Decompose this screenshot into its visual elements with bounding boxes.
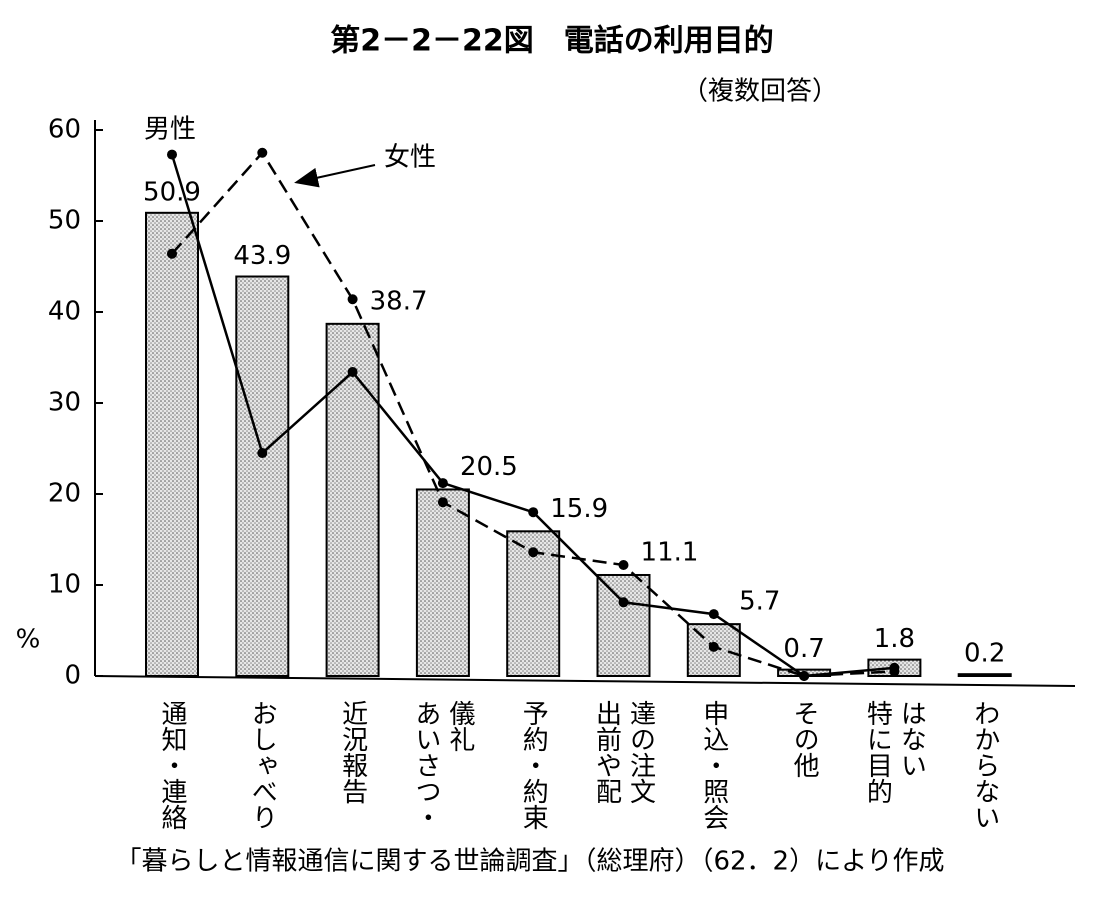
chart-subtitle: （複数回答）	[682, 77, 838, 107]
value-label: 11.1	[641, 537, 699, 567]
line-point	[437, 478, 448, 489]
line-point	[347, 294, 358, 305]
line-point	[528, 547, 539, 558]
line-point	[528, 507, 539, 518]
line-point	[437, 497, 448, 508]
y-tick-label: 40	[48, 297, 81, 327]
legend-arrow	[294, 164, 376, 188]
value-label: 1.8	[874, 624, 915, 654]
bar	[596, 573, 651, 677]
line-point	[889, 666, 900, 677]
line-point	[167, 149, 177, 160]
x-tick-label: その他	[789, 700, 819, 778]
bar	[415, 488, 470, 678]
x-tick-label: 近況報告	[338, 700, 368, 804]
x-tick-label: 出前や配	[592, 700, 622, 804]
source-note: 「暮らしと情報通信に関する世論調査」（総理府）（62．2）により作成	[115, 847, 944, 877]
x-tick-label: 申込・照会	[699, 700, 729, 830]
y-tick-label: 30	[48, 388, 81, 418]
x-tick-label: あいさつ・	[411, 700, 441, 830]
line-point	[347, 367, 358, 378]
x-tick-label: 特に目的	[862, 700, 892, 804]
value-label: 20.5	[460, 452, 518, 482]
y-axis-label: %	[16, 625, 41, 655]
line-point	[799, 671, 810, 681]
y-tick-label: 10	[48, 570, 81, 600]
x-tick-label: 通知・連絡	[157, 700, 187, 830]
bar	[235, 275, 290, 677]
x-tick-label: はない	[896, 700, 926, 778]
x-tick-label: 予約・約束	[518, 700, 548, 830]
line-point	[708, 641, 719, 652]
value-label: 50.9	[143, 177, 201, 207]
line-point	[708, 609, 719, 620]
legend-label: 男性	[144, 115, 196, 145]
value-label: 0.7	[783, 634, 824, 664]
line-point	[257, 147, 268, 158]
y-tick-label: 20	[48, 479, 81, 509]
x-tick-label: 達の注文	[626, 700, 656, 804]
value-label: 43.9	[233, 241, 291, 271]
line-point	[167, 248, 177, 259]
bar	[325, 322, 380, 677]
legend-label: 女性	[384, 143, 436, 173]
value-label: 15.9	[550, 494, 608, 524]
x-tick-label: 儀礼	[445, 700, 475, 752]
y-tick-label: 50	[48, 206, 81, 236]
value-label: 38.7	[370, 286, 428, 316]
x-axis	[94, 675, 1076, 687]
x-tick-label: おしゃべり	[247, 700, 277, 830]
x-tick-label: わからない	[970, 700, 1000, 830]
value-label: 0.2	[964, 639, 1005, 669]
line-point	[618, 559, 629, 570]
line-point	[257, 448, 268, 459]
chart-title: 第2－2－22図 電話の利用目的	[330, 24, 774, 59]
value-label: 5.7	[739, 587, 780, 617]
y-tick-label: 60	[48, 115, 81, 145]
line-point	[618, 597, 629, 608]
bar	[145, 211, 199, 677]
y-tick-label: 0	[64, 661, 81, 691]
bar	[957, 673, 1012, 677]
